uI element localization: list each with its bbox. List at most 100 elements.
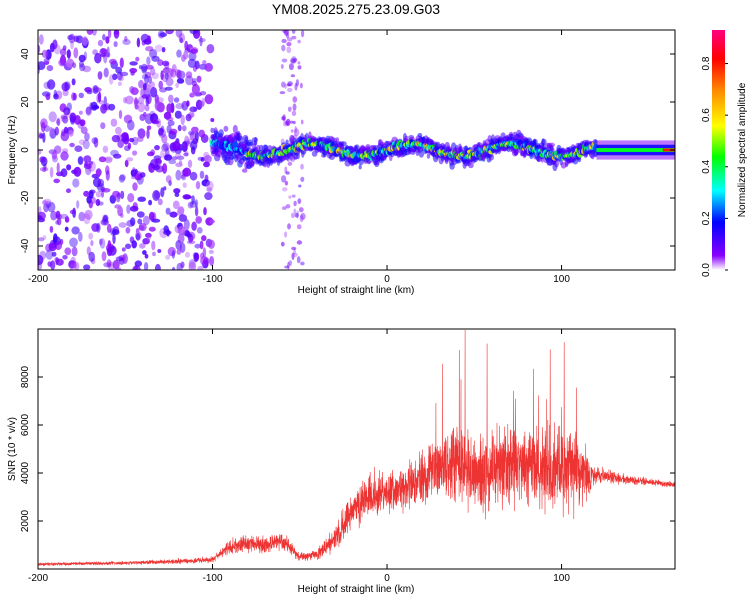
spectrogram-y-tick-label: 20 [20,96,31,108]
heatmap-cell [181,173,187,181]
heatmap-cell [125,227,131,234]
heatmap-cell [165,207,171,215]
heatmap-cell [335,137,340,143]
heatmap-cell [286,42,292,47]
heatmap-cell [140,88,145,98]
heatmap-cell [113,41,118,48]
heatmap-cell [532,138,538,145]
heatmap-cell [208,219,215,224]
heatmap-cell [189,171,198,181]
heatmap-cell [46,79,56,90]
spectrogram-x-ticks: -200 -100 0 100 [28,30,570,285]
heatmap-cell [130,87,139,96]
heatmap-cell [149,81,155,89]
heatmap-cell [154,44,163,52]
heatmap-cell [154,145,160,151]
heatmap-cell [103,96,108,107]
heatmap-cell [291,246,297,251]
heatmap-cell [86,195,92,204]
heatmap-cell [139,172,146,178]
heatmap-cell [191,195,195,205]
heatmap-cell [173,188,181,194]
heatmap-cell [281,58,288,63]
heatmap-cell [202,60,207,65]
heatmap-cell [169,142,178,153]
heatmap-cell [300,176,305,182]
heatmap-cell [210,118,215,122]
heatmap-cell [287,81,293,87]
heatmap-cell [162,163,168,174]
heatmap-cell [296,240,303,245]
spectrogram-x-label: Height of straight line (km) [298,285,415,296]
heatmap-cell [250,160,255,166]
heatmap-cell [160,150,164,158]
heatmap-cell [166,124,172,134]
heatmap-cell [146,56,151,65]
spectrogram-x-tick-label: 100 [553,274,570,285]
heatmap-cell [161,47,166,53]
heatmap-cell [182,194,191,200]
heatmap-cell [142,94,148,99]
heatmap-cell [281,81,286,88]
heatmap-cell [164,154,173,161]
spectrogram-y-tick-label: 40 [20,48,31,60]
heatmap-cell [71,246,78,257]
heatmap-cell [79,110,83,115]
heatmap-cell [189,131,197,141]
heatmap-cell [165,175,172,184]
heatmap-cell [129,61,138,66]
heatmap-cell [191,80,197,87]
heatmap-cell [127,193,135,203]
heatmap-cell [291,194,296,198]
heatmap-cell [199,35,203,47]
heatmap-cell [296,210,300,219]
heatmap-cell [166,103,173,114]
heatmap-cell [185,251,190,258]
heatmap-cell [144,253,149,259]
heatmap-cell [146,232,151,242]
heatmap-cell [160,70,164,81]
heatmap-cell [93,87,102,93]
heatmap-cell [172,200,180,210]
heatmap-cell [197,265,204,270]
heatmap-cell [98,201,104,206]
heatmap-cell [53,89,58,98]
heatmap-cell [175,82,180,88]
heatmap-cell [201,235,207,242]
heatmap-cell [113,153,122,159]
heatmap-cell [550,147,555,152]
heatmap-cell [60,115,66,122]
heatmap-cell [129,137,135,143]
heatmap-cell [118,222,127,228]
heatmap-cell [290,58,296,64]
heatmap-cell [292,103,297,111]
heatmap-cell [280,241,285,247]
heatmap-cell [86,30,94,35]
heatmap-cell [144,113,154,125]
heatmap-cell [38,217,45,223]
heatmap-cell [151,120,160,125]
heatmap-cell [101,188,111,193]
heatmap-cell [154,263,161,270]
heatmap-cell [99,238,103,246]
heatmap-cell [182,182,187,188]
heatmap-cell [223,125,229,132]
heatmap-cell [189,106,198,113]
heatmap-cell [162,142,170,151]
heatmap-cell [143,111,147,117]
heatmap-cell [166,116,174,122]
heatmap-cell [82,139,90,150]
heatmap-cell [232,124,238,134]
heatmap-cell [158,127,164,136]
heatmap-cell [175,30,183,38]
heatmap-cell [56,171,64,177]
heatmap-cell [284,265,290,269]
heatmap-cell [53,178,60,184]
colorbar-tick-label: 0.4 [701,159,712,173]
heatmap-cell [284,83,287,89]
heatmap-cell [186,233,192,238]
heatmap-cell [166,228,170,237]
heatmap-cell [172,140,181,152]
heatmap-cell [38,237,45,242]
heatmap-cell [76,200,80,209]
